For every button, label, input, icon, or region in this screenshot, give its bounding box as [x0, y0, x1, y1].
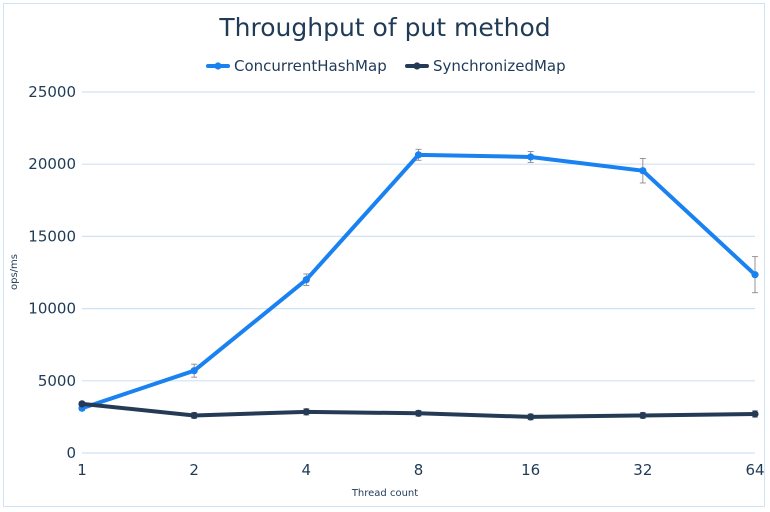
- x-tick-label: 2: [189, 461, 199, 479]
- error-bars: [79, 148, 758, 421]
- y-tick-label: 0: [66, 444, 76, 462]
- x-tick-label: 64: [745, 461, 764, 479]
- synchronizedmap-point: [414, 409, 423, 417]
- chart-title: Throughput of put method: [218, 13, 550, 42]
- gridlines: [82, 91, 755, 454]
- x-tick-labels: 1 2 4 8 16 32 64: [77, 461, 764, 479]
- x-axis-label: Thread count: [351, 488, 418, 499]
- y-tick-label: 15000: [28, 227, 76, 245]
- synchronizedmap-point: [78, 400, 86, 408]
- concurrenthashmap-point: [751, 271, 759, 279]
- y-tick-label: 20000: [28, 155, 76, 173]
- synchronizedmap-point: [527, 413, 535, 421]
- synchronizedmap-point: [302, 408, 310, 416]
- y-tick-label: 25000: [28, 83, 76, 101]
- y-axis-label: ops/ms: [9, 254, 20, 290]
- x-tick-label: 4: [302, 461, 312, 479]
- x-tick-label: 16: [521, 461, 540, 479]
- synchronizedmap-point: [639, 411, 647, 420]
- concurrenthashmap-point: [414, 151, 423, 159]
- legend-label-concurrenthashmap: ConcurrentHashMap: [234, 57, 387, 75]
- series-points: [78, 151, 759, 421]
- concurrenthashmap-point: [302, 276, 310, 284]
- series-lines: [80, 152, 757, 419]
- legend-item-concurrenthashmap: ConcurrentHashMap: [206, 57, 387, 75]
- synchronizedmap-point: [190, 411, 198, 420]
- legend-label-synchronizedmap: SynchronizedMap: [433, 57, 566, 75]
- x-tick-label: 32: [633, 461, 652, 479]
- concurrenthashmap-point: [527, 153, 535, 161]
- x-tick-label: 8: [414, 461, 424, 479]
- synchronizedmap-point: [751, 410, 759, 418]
- concurrenthashmap-line: [80, 152, 757, 411]
- legend: ConcurrentHashMap SynchronizedMap: [206, 57, 566, 75]
- y-tick-labels: 0 5000 10000 15000 20000 25000: [28, 83, 76, 462]
- x-tick-label: 1: [77, 461, 87, 479]
- legend-item-synchronizedmap: SynchronizedMap: [405, 57, 566, 75]
- y-tick-label: 10000: [28, 300, 76, 318]
- concurrenthashmap-point: [190, 367, 198, 375]
- chart-frame: [3, 3, 765, 507]
- y-tick-label: 5000: [38, 372, 76, 390]
- legend-marker-concurrenthashmap: [214, 62, 222, 70]
- legend-marker-synchronizedmap: [413, 62, 421, 70]
- concurrenthashmap-point: [639, 167, 647, 175]
